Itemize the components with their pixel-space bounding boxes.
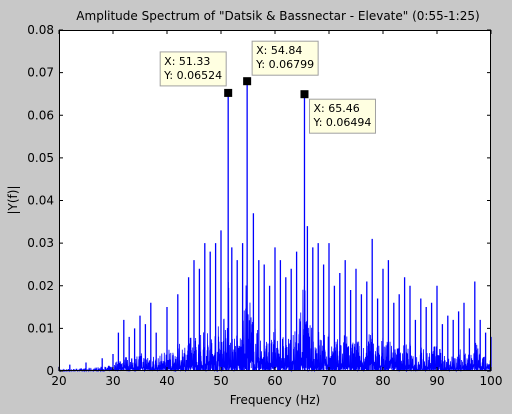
data-tip-x-label: X: 51.33 bbox=[164, 55, 210, 68]
x-tick-label: 50 bbox=[213, 374, 228, 388]
x-tick-label: 30 bbox=[105, 374, 120, 388]
data-tip-y-label: Y: 0.06494 bbox=[312, 116, 371, 129]
data-tip-marker bbox=[224, 88, 233, 97]
y-tick-label: 0.07 bbox=[27, 66, 54, 80]
x-tick-label: 90 bbox=[429, 374, 444, 388]
y-tick-label: 0.02 bbox=[27, 279, 54, 293]
x-axis-label: Frequency (Hz) bbox=[230, 393, 321, 407]
y-tick-label: 0 bbox=[46, 364, 54, 378]
x-tick-label: 60 bbox=[267, 374, 282, 388]
data-tip-y-label: Y: 0.06799 bbox=[255, 58, 314, 71]
data-tip-x-label: X: 65.46 bbox=[313, 102, 359, 115]
y-tick-label: 0.06 bbox=[27, 108, 54, 122]
data-tip-box bbox=[159, 51, 227, 87]
x-tick-label: 70 bbox=[321, 374, 336, 388]
y-tick-label: 0.01 bbox=[27, 321, 54, 335]
y-tick-label: 0.05 bbox=[27, 151, 54, 165]
y-axis-label: |Y(f)| bbox=[6, 185, 20, 214]
x-tick-label: 80 bbox=[375, 374, 390, 388]
data-tip-marker bbox=[300, 90, 309, 99]
data-tip-box bbox=[251, 40, 319, 76]
chart-title: Amplitude Spectrum of "Datsik & Bassnect… bbox=[76, 9, 479, 23]
data-tip: X: 65.46Y: 0.06494 bbox=[300, 90, 376, 134]
x-tick-label: 20 bbox=[51, 374, 66, 388]
x-tick-label: 100 bbox=[480, 374, 503, 388]
data-tip-marker bbox=[243, 77, 252, 86]
y-tick-label: 0.08 bbox=[27, 23, 54, 37]
data-tip: X: 54.84Y: 0.06799 bbox=[243, 40, 319, 86]
y-tick-label: 0.04 bbox=[27, 194, 54, 208]
data-tip-y-label: Y: 0.06524 bbox=[163, 69, 222, 82]
data-tip-box bbox=[308, 98, 376, 134]
data-tip-x-label: X: 54.84 bbox=[256, 44, 302, 57]
y-axis: 0 0.01 0.02 0.03 0.04 0.05 0.06 0.07 0.08 bbox=[27, 23, 491, 378]
x-axis: 20 30 40 50 60 70 80 90 100 bbox=[51, 30, 502, 388]
y-tick-label: 0.03 bbox=[27, 236, 54, 250]
data-tip: X: 51.33Y: 0.06524 bbox=[159, 51, 233, 97]
x-tick-label: 40 bbox=[159, 374, 174, 388]
